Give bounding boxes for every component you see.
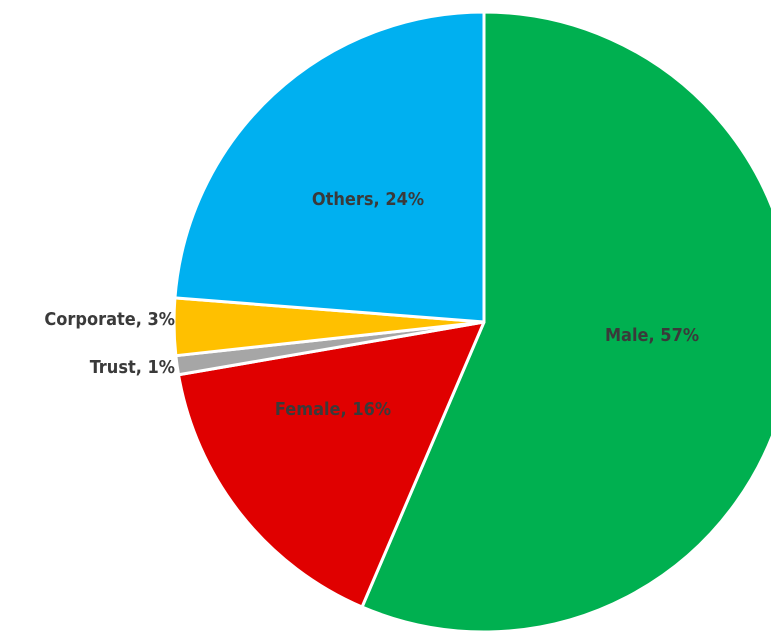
pie-slice <box>177 320 486 609</box>
data-label: Female, 16% <box>275 399 391 420</box>
data-label: Male, 57% <box>605 325 699 346</box>
data-label: Corporate, 3% <box>44 309 175 330</box>
data-label: Trust, 1% <box>90 357 175 378</box>
pie-slice <box>360 10 771 632</box>
data-label: Others, 24% <box>312 189 424 210</box>
pie-slice <box>173 10 486 324</box>
